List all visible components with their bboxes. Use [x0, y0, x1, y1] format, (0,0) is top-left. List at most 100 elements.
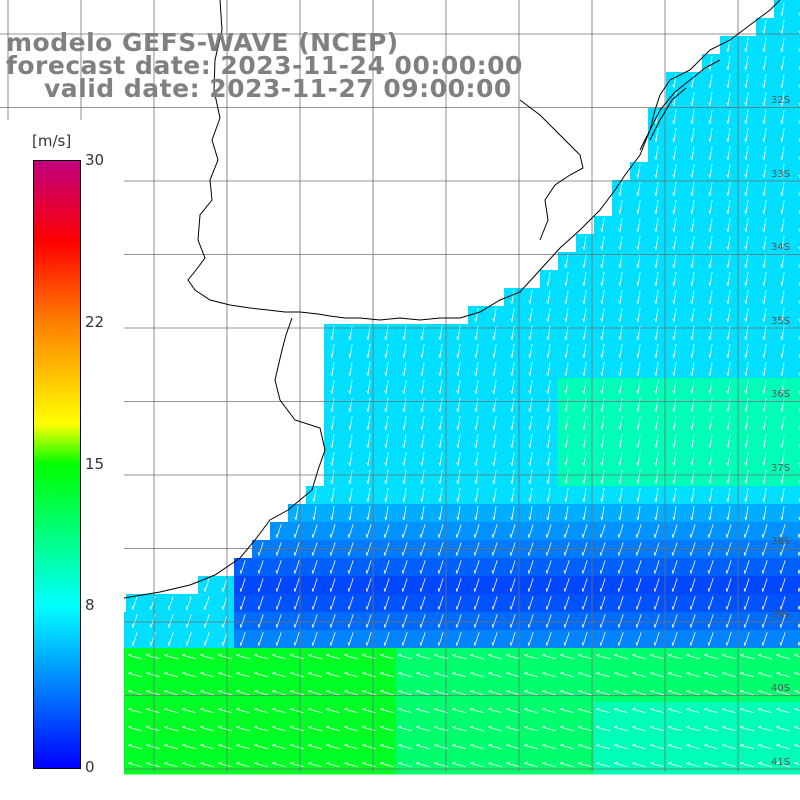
wind-arrow	[763, 236, 767, 250]
wind-arrow	[619, 470, 623, 484]
wind-arrow	[704, 654, 718, 660]
wind-arrow	[596, 654, 610, 660]
wind-arrow-head	[636, 264, 639, 269]
wind-arrow	[488, 762, 502, 768]
wind-arrow	[420, 596, 426, 610]
wind-arrow-head	[596, 726, 600, 728]
wind-arrow	[349, 380, 353, 394]
wind-arrow-head	[779, 552, 782, 556]
wind-arrow-head	[542, 690, 546, 692]
wind-arrow-head	[527, 624, 530, 628]
wind-arrow	[781, 362, 785, 376]
wind-arrow-head	[474, 318, 477, 323]
wind-arrow	[654, 614, 660, 628]
wind-arrow	[726, 542, 732, 556]
wind-arrow-head	[600, 498, 603, 503]
wind-arrow-head	[618, 516, 621, 521]
wind-arrow	[385, 380, 389, 394]
wind-arrow	[686, 654, 700, 660]
latitude-label: 38S	[771, 536, 791, 547]
wind-arrow	[655, 380, 659, 394]
wind-arrow-head	[506, 672, 510, 674]
wind-arrow-head	[401, 534, 404, 538]
wind-arrow-head	[725, 570, 728, 574]
wind-arrow	[272, 744, 286, 750]
wind-arrow	[362, 672, 376, 678]
wind-arrow-head	[308, 672, 312, 674]
wind-arrow	[528, 542, 534, 556]
wind-arrow	[727, 254, 731, 268]
wind-arrow-head	[689, 552, 692, 556]
wind-arrow	[475, 452, 479, 466]
wind-cell	[792, 216, 800, 235]
wind-arrow-head	[618, 354, 621, 359]
wind-arrow-head	[653, 624, 656, 628]
wind-arrow	[547, 434, 551, 448]
wind-arrow	[762, 632, 768, 646]
wind-arrow-head	[366, 516, 369, 521]
wind-arrow-head	[348, 462, 351, 467]
wind-arrow	[546, 632, 552, 646]
wind-arrow	[740, 762, 754, 768]
wind-arrow	[686, 690, 700, 696]
wind-arrow	[655, 308, 659, 322]
wind-arrow-head	[632, 744, 636, 746]
wind-arrow	[636, 542, 642, 556]
wind-arrow-head	[380, 708, 384, 710]
wind-arrow-head	[218, 654, 222, 656]
wind-arrow-head	[581, 534, 584, 538]
wind-arrow	[186, 614, 192, 628]
wind-arrow-head	[654, 282, 657, 287]
wind-arrow	[344, 672, 358, 678]
wind-arrow-head	[617, 588, 620, 592]
wind-arrow	[673, 344, 677, 358]
wind-arrow-head	[492, 390, 495, 395]
wind-arrow-head	[438, 462, 441, 467]
wind-arrow	[380, 672, 394, 678]
wind-arrow-head	[128, 654, 132, 656]
wind-arrow	[380, 708, 394, 714]
wind-arrow	[781, 2, 785, 16]
wind-arrow	[583, 398, 587, 412]
wind-arrow	[294, 524, 300, 538]
wind-arrow-head	[203, 588, 206, 592]
wind-arrow	[709, 110, 713, 124]
wind-arrow	[493, 434, 497, 448]
wind-arrow	[763, 254, 767, 268]
wind-arrow	[330, 578, 336, 592]
wind-arrow-head	[614, 708, 618, 710]
wind-arrow-head	[762, 354, 765, 359]
wind-arrow	[578, 708, 592, 714]
wind-arrow-head	[600, 444, 603, 449]
wind-arrow-head	[383, 606, 386, 610]
wind-arrow-head	[182, 672, 186, 674]
wind-arrow	[258, 614, 264, 628]
wind-arrow	[619, 200, 623, 214]
wind-arrow-head	[744, 84, 747, 89]
wind-arrow-head	[384, 408, 387, 413]
wind-arrow	[542, 762, 556, 768]
wind-arrow	[348, 614, 354, 628]
wind-cell	[792, 198, 800, 217]
wind-arrow-head	[654, 444, 657, 449]
wind-arrow-head	[744, 66, 747, 71]
wind-arrow-head	[744, 444, 747, 449]
wind-arrow	[727, 290, 731, 304]
wind-arrow	[344, 762, 358, 768]
wind-arrow-head	[704, 708, 708, 710]
wind-arrow	[740, 726, 754, 732]
wind-arrow	[673, 200, 677, 214]
wind-arrow-head	[510, 462, 513, 467]
wind-arrow	[439, 506, 443, 520]
wind-arrow	[439, 416, 443, 430]
wind-cell	[792, 576, 800, 595]
wind-arrow	[618, 524, 624, 538]
wind-arrow-head	[654, 516, 657, 521]
wind-arrow	[776, 726, 790, 732]
wind-arrow	[493, 416, 497, 430]
wind-arrow	[708, 524, 714, 538]
wind-arrow	[276, 542, 282, 556]
wind-arrow	[182, 708, 196, 714]
wind-arrow-head	[794, 672, 798, 674]
wind-arrow	[740, 744, 754, 750]
